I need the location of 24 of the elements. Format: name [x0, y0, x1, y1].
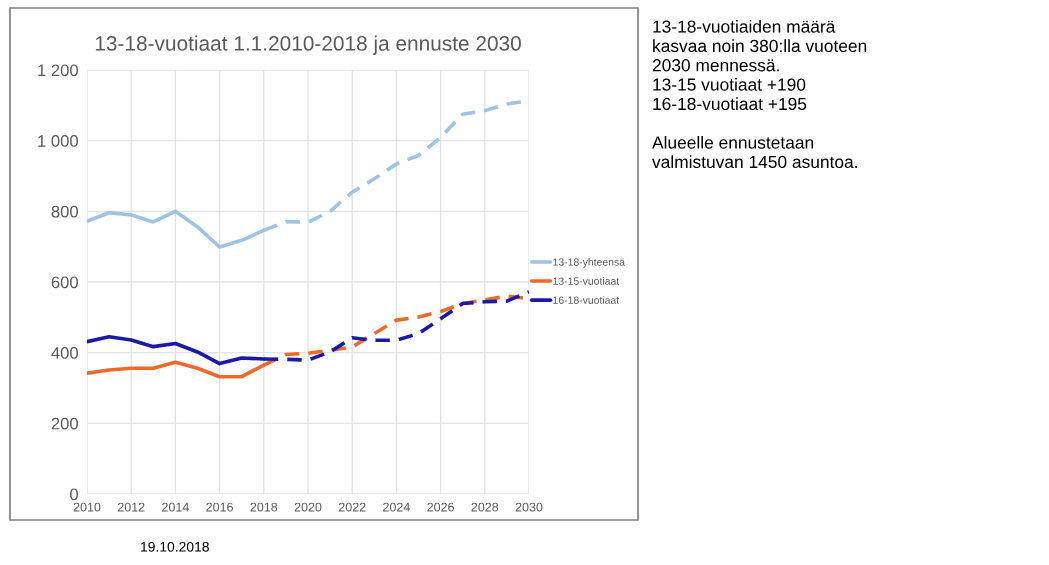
x-tick-label: 2018 — [250, 502, 278, 512]
y-tick-label: 1 000 — [38, 135, 79, 147]
x-tick-label: 2022 — [338, 502, 366, 512]
y-tick-label: 600 — [51, 276, 79, 289]
x-tick-label: 2026 — [427, 502, 454, 512]
x-tick-label: 2014 — [162, 502, 189, 512]
x-tick-label: 2016 — [206, 502, 233, 512]
x-tick-label: 2010 — [73, 502, 101, 512]
y-tick-label: 400 — [51, 347, 79, 359]
x-tick-label: 2030 — [515, 502, 543, 512]
text: 19.10.2018 — [141, 541, 209, 552]
x-tick-label: 2028 — [471, 502, 499, 512]
y-tick-label: 0 — [70, 488, 79, 501]
y-tick-label: 200 — [51, 417, 79, 430]
legend-label: 16-18-vuotiaat — [553, 296, 620, 304]
legend-label: 13-18-yhteensä — [553, 258, 625, 268]
x-tick-label: 2020 — [294, 502, 322, 512]
legend-label: 13-15-vuotiaat — [553, 277, 620, 285]
x-tick-label: 2012 — [117, 502, 145, 512]
text: 13-18-vuotiaiden määrä kasvaa noin 380:lla vuoteen 2030 mennessä. 13-15 vuotiaat +190 16-18-vuotiaat +195 Alueelle ennustetaan valmistuvan 1450 asuntoa. — [652, 20, 867, 169]
y-tick-label: 800 — [51, 205, 79, 218]
y-tick-label: 1 200 — [38, 64, 79, 77]
x-tick-label: 2024 — [383, 502, 410, 512]
chart-title: 13-18-vuotiaat 1.1.2010-2018 ja ennuste 2030 — [95, 35, 521, 55]
